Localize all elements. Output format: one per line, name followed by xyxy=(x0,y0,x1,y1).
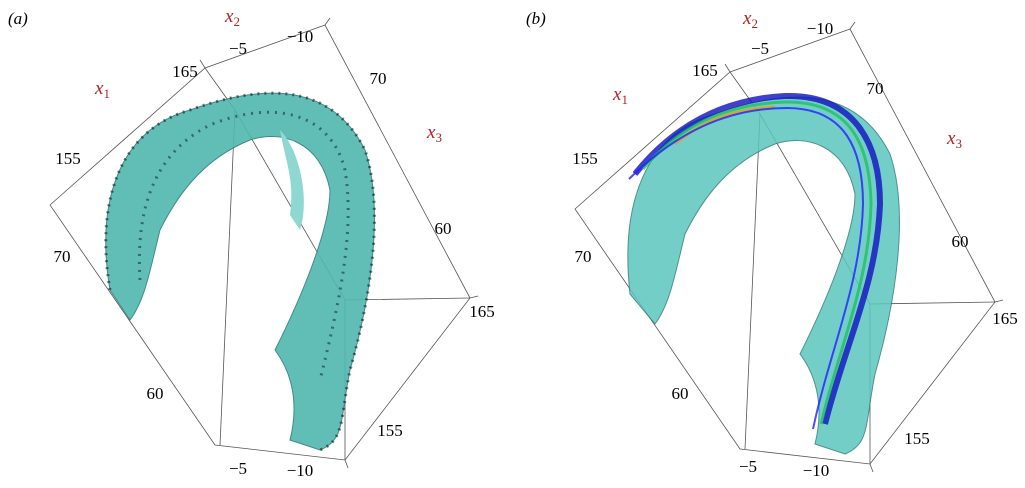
axis-label: x1 xyxy=(94,78,110,101)
tick-label: −5 xyxy=(229,459,247,478)
vessel-highlight xyxy=(280,130,304,230)
tick-label: 165 xyxy=(692,61,718,80)
tick-label: 60 xyxy=(952,232,969,251)
panel-label: (a) xyxy=(8,9,28,28)
tick-label: 155 xyxy=(377,421,403,440)
axis-label: x2 xyxy=(224,6,240,29)
tick-label: 70 xyxy=(54,247,71,266)
tick-label: 165 xyxy=(172,62,198,81)
tick-label: 70 xyxy=(370,69,387,88)
tick-label: 60 xyxy=(147,384,164,403)
axis-subscript: 1 xyxy=(103,86,110,101)
tick-label: 165 xyxy=(992,309,1018,328)
tick-label: 155 xyxy=(904,429,930,448)
panel-a xyxy=(50,18,478,468)
axis-label: x3 xyxy=(426,122,442,145)
axis-label: x1 xyxy=(612,84,628,107)
tick-label: 155 xyxy=(572,149,598,168)
tick-label: −5 xyxy=(751,39,769,58)
tick-label: 60 xyxy=(435,219,452,238)
tick-label: 60 xyxy=(672,384,689,403)
axis-label: x3 xyxy=(946,128,962,151)
tick-label: −10 xyxy=(287,27,314,46)
tick-label: −5 xyxy=(739,457,757,476)
panel-label: (b) xyxy=(526,9,546,28)
tick-label: −10 xyxy=(807,19,834,38)
axis-subscript: 1 xyxy=(621,92,628,107)
axis-subscript: 2 xyxy=(751,16,758,31)
tick-label: −5 xyxy=(229,39,247,58)
tick-label: 165 xyxy=(469,302,495,321)
panel-b xyxy=(575,22,1003,472)
figure: (a) x1 x2 x3 −10 −5 165 155 70 60 70 60 165 155 −5 −10 (… xyxy=(0,0,1025,488)
vessel-surface xyxy=(628,97,900,454)
axis-subscript: 3 xyxy=(435,130,442,145)
axis-subscript: 2 xyxy=(233,14,240,29)
axis-subscript: 3 xyxy=(955,136,962,151)
tick-label: 155 xyxy=(55,149,81,168)
tick-label: −10 xyxy=(803,461,830,480)
tick-label: −10 xyxy=(287,461,314,480)
tick-label: 70 xyxy=(575,247,592,266)
axis-label: x2 xyxy=(742,8,758,31)
tick-label: 70 xyxy=(867,79,884,98)
